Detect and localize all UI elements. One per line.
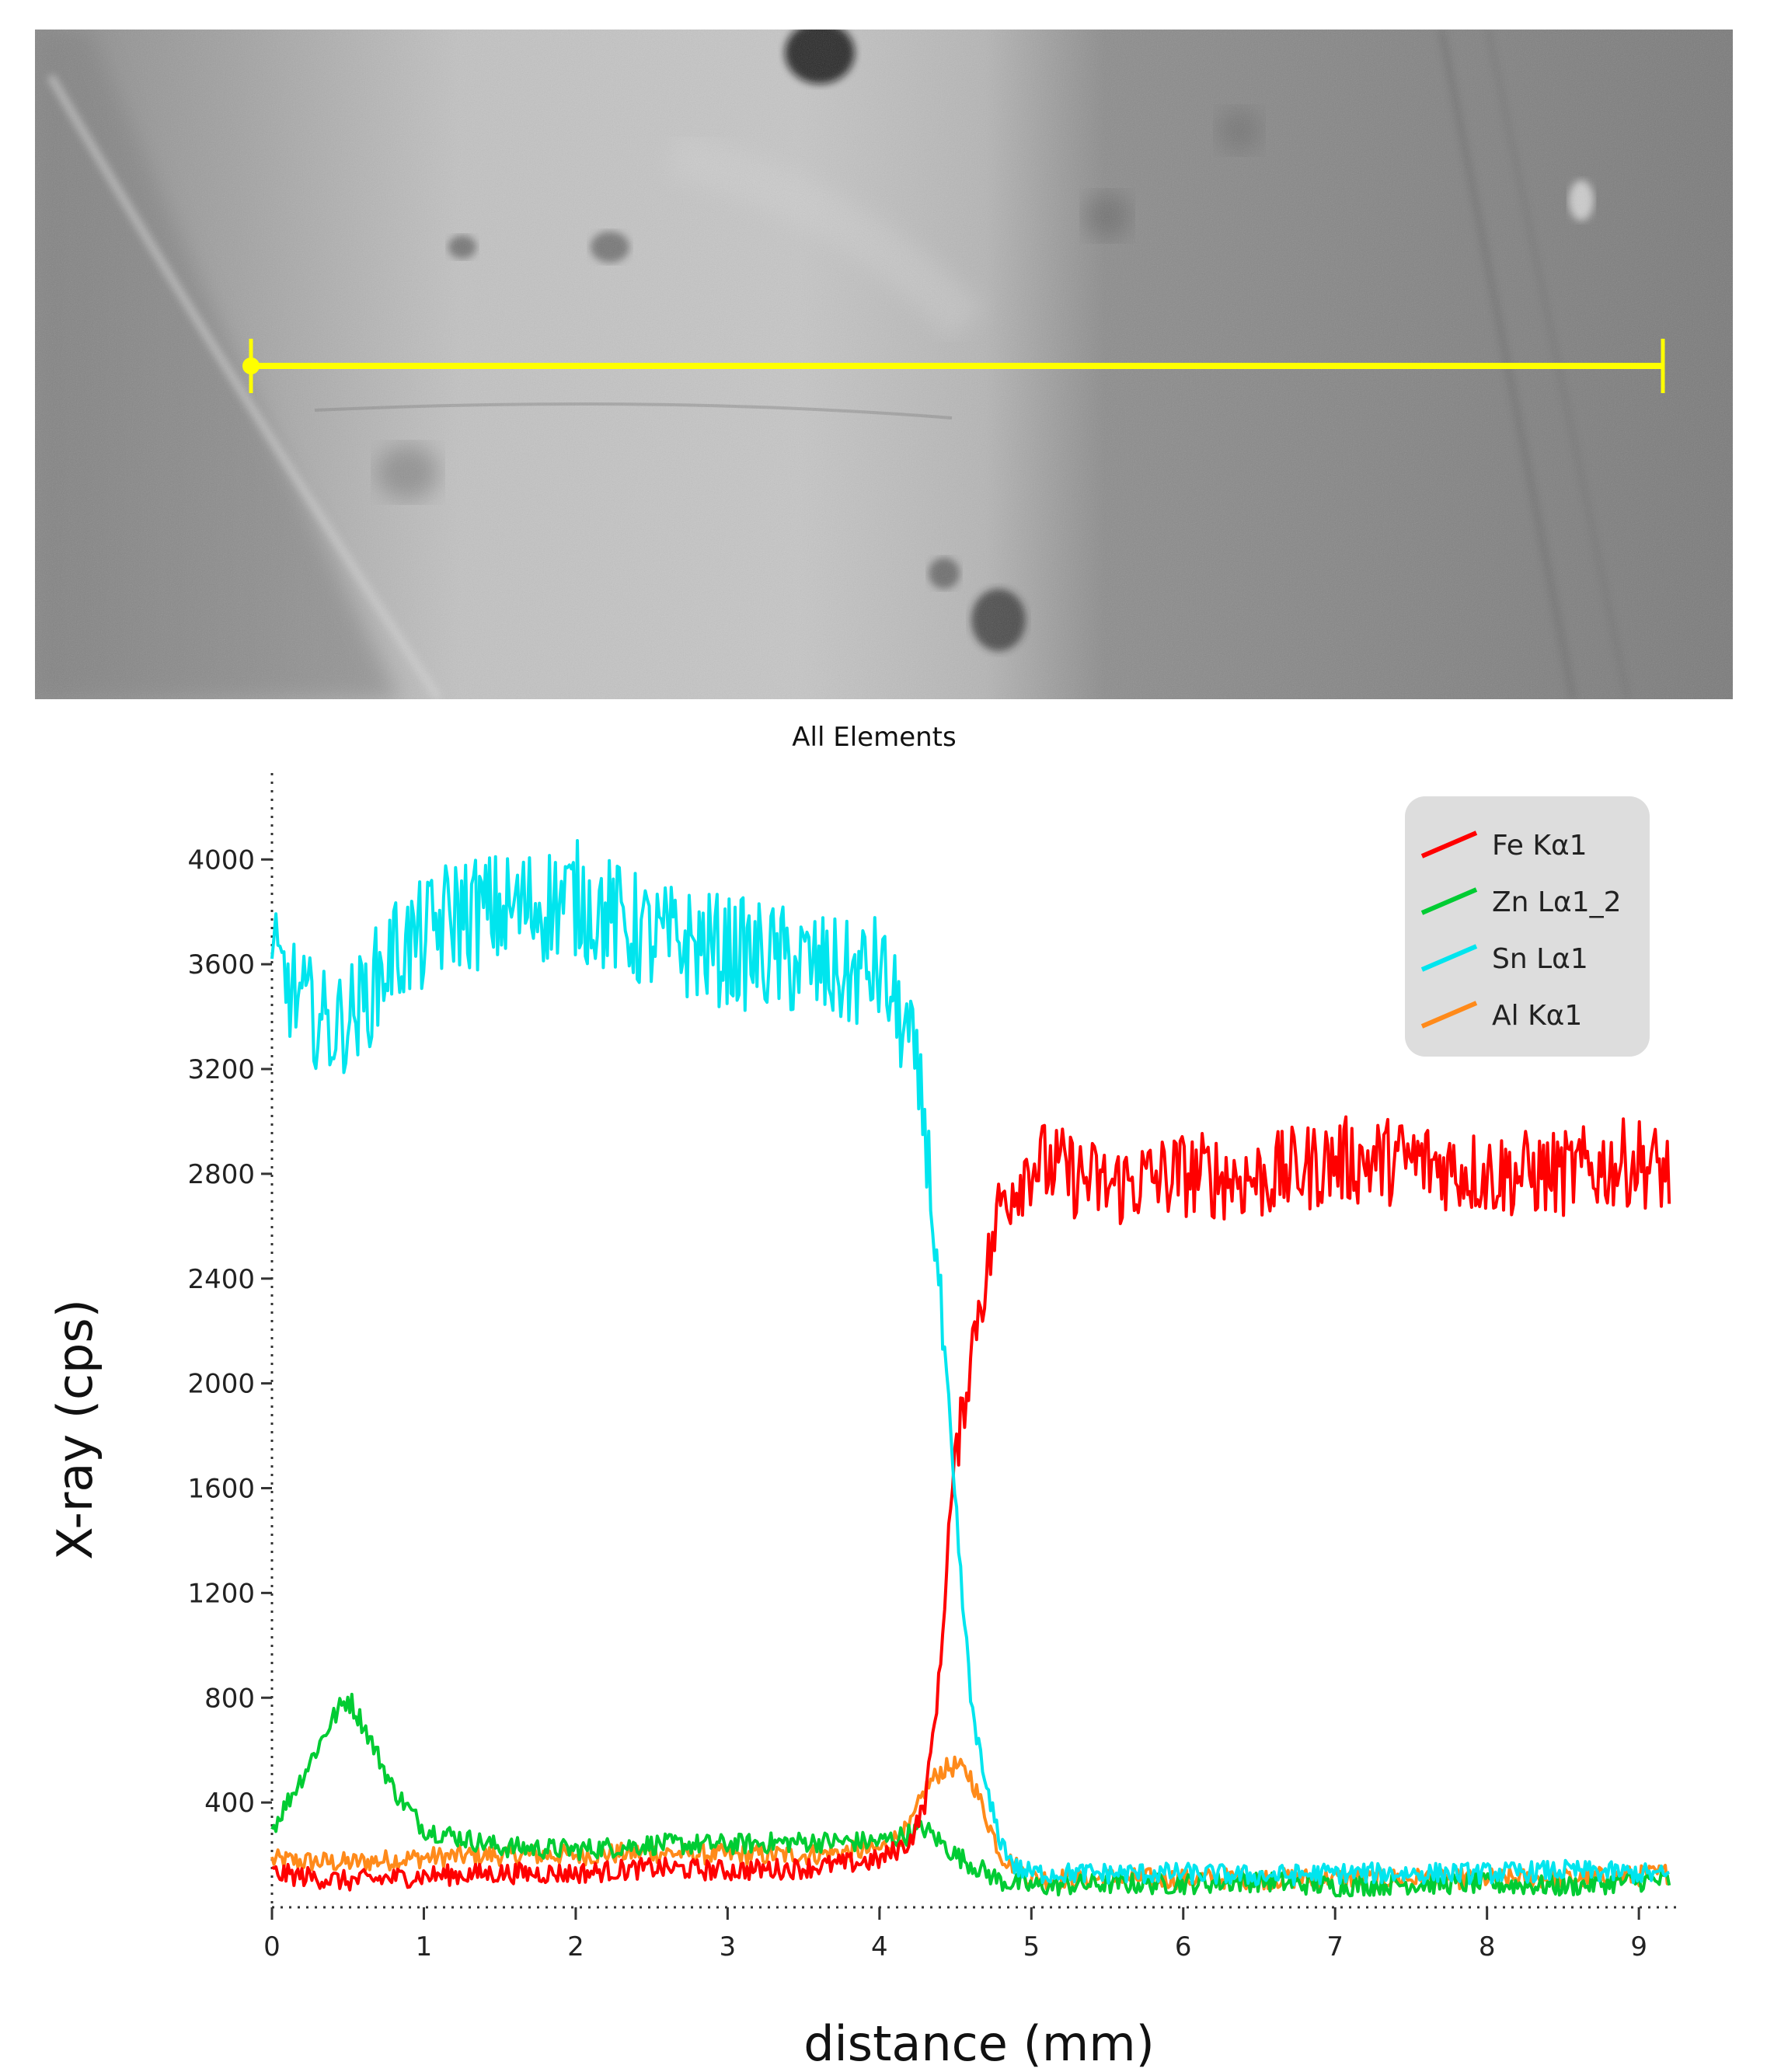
y-tick-label: 3200 — [187, 1054, 255, 1085]
x-tick-label: 1 — [416, 1931, 433, 1962]
chart-title: All Elements — [792, 722, 956, 753]
x-tick-label: 5 — [1023, 1931, 1040, 1962]
sem-micrograph — [35, 30, 1733, 699]
x-tick-label: 4 — [871, 1931, 888, 1962]
legend-label: Zn Lα1_2 — [1492, 886, 1622, 918]
series-line-0 — [271, 1115, 1671, 1892]
y-tick-label: 800 — [204, 1683, 255, 1714]
x-tick-label: 3 — [720, 1931, 737, 1962]
scan-line — [242, 339, 1665, 393]
x-tick-label: 8 — [1479, 1931, 1496, 1962]
y-tick-labels: 400 800 1200 1600 2000 2400 2800 3200 3600 4000 — [187, 844, 255, 1819]
legend: Fe Kα1 Zn Lα1_2 Sn Lα1 Al Kα1 — [1405, 796, 1650, 1057]
x-tick-label: 2 — [567, 1931, 584, 1962]
x-tick-label: 6 — [1175, 1931, 1192, 1962]
y-tick-label: 2400 — [187, 1264, 255, 1295]
legend-label: Sn Lα1 — [1492, 943, 1588, 975]
x-tick-labels: 0 1 2 3 4 5 6 7 8 9 — [263, 1931, 1647, 1962]
legend-label: Al Kα1 — [1492, 1000, 1582, 1032]
line-profile-chart: All Elements 400 800 1200 1600 2000 2400 2800 3… — [47, 722, 1677, 2072]
y-tick-label: 400 — [204, 1788, 255, 1819]
legend-swatch — [1420, 831, 1478, 858]
y-tick-label: 2800 — [187, 1159, 255, 1190]
x-tick-label: 0 — [263, 1931, 281, 1962]
series-line-1 — [270, 1692, 1671, 1898]
y-tick-label: 2000 — [187, 1369, 255, 1400]
legend-swatch — [1420, 1001, 1478, 1029]
y-axis-title: X-ray (cps) — [47, 1299, 103, 1560]
legend-swatch — [1420, 944, 1478, 972]
y-tick-label: 4000 — [187, 844, 255, 876]
x-axis-title: distance (mm) — [803, 2015, 1155, 2072]
y-tick-label: 1200 — [187, 1578, 255, 1609]
y-tick-label: 1600 — [187, 1474, 255, 1505]
legend-box — [1405, 796, 1650, 1057]
legend-swatch — [1420, 887, 1478, 915]
y-tick-label: 3600 — [187, 949, 255, 980]
x-tick-label: 9 — [1630, 1931, 1647, 1962]
series-lines — [270, 839, 1671, 1898]
series-line-2 — [270, 839, 1670, 1886]
axis-ticks — [261, 773, 1677, 1920]
x-tick-label: 7 — [1326, 1931, 1344, 1962]
legend-label: Fe Kα1 — [1492, 830, 1588, 862]
